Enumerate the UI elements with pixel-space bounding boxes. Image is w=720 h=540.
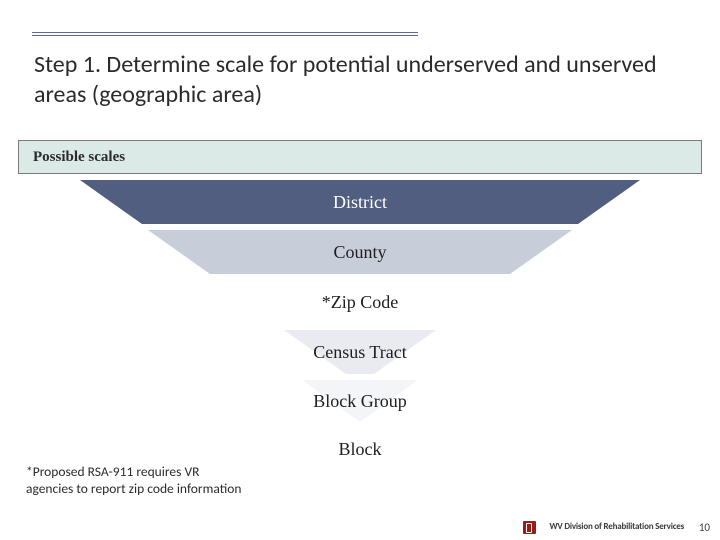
funnel-level-label: *Zip Code bbox=[160, 292, 560, 313]
funnel-level-label: County bbox=[160, 242, 560, 263]
funnel-level: Block bbox=[321, 428, 399, 470]
funnel-level-label: Census Tract bbox=[160, 342, 560, 363]
funnel-diagram: District County *Zip Code Census Tract Block… bbox=[0, 180, 720, 510]
page-number: 10 bbox=[699, 521, 710, 534]
funnel-level-label: District bbox=[160, 192, 560, 213]
subheader-bar: Possible scales bbox=[18, 140, 702, 174]
header-rule bbox=[32, 32, 688, 44]
subheader-text: Possible scales bbox=[33, 149, 125, 166]
footer-org-text: WV Division of Rehabilitation Services bbox=[549, 521, 684, 532]
funnel-level: District bbox=[80, 180, 640, 224]
slide-title: Step 1. Determine scale for potential un… bbox=[34, 50, 686, 110]
funnel-level: County bbox=[148, 230, 572, 274]
funnel-level-label: Block Group bbox=[160, 391, 560, 412]
funnel-level: *Zip Code bbox=[216, 280, 504, 324]
funnel-level-label: Block bbox=[160, 439, 560, 460]
footnote-text: *Proposed RSA-911 requires VR agencies t… bbox=[26, 464, 246, 498]
org-logo bbox=[523, 521, 536, 534]
funnel-level: Block Group bbox=[302, 380, 418, 422]
funnel-level: Census Tract bbox=[284, 330, 436, 374]
